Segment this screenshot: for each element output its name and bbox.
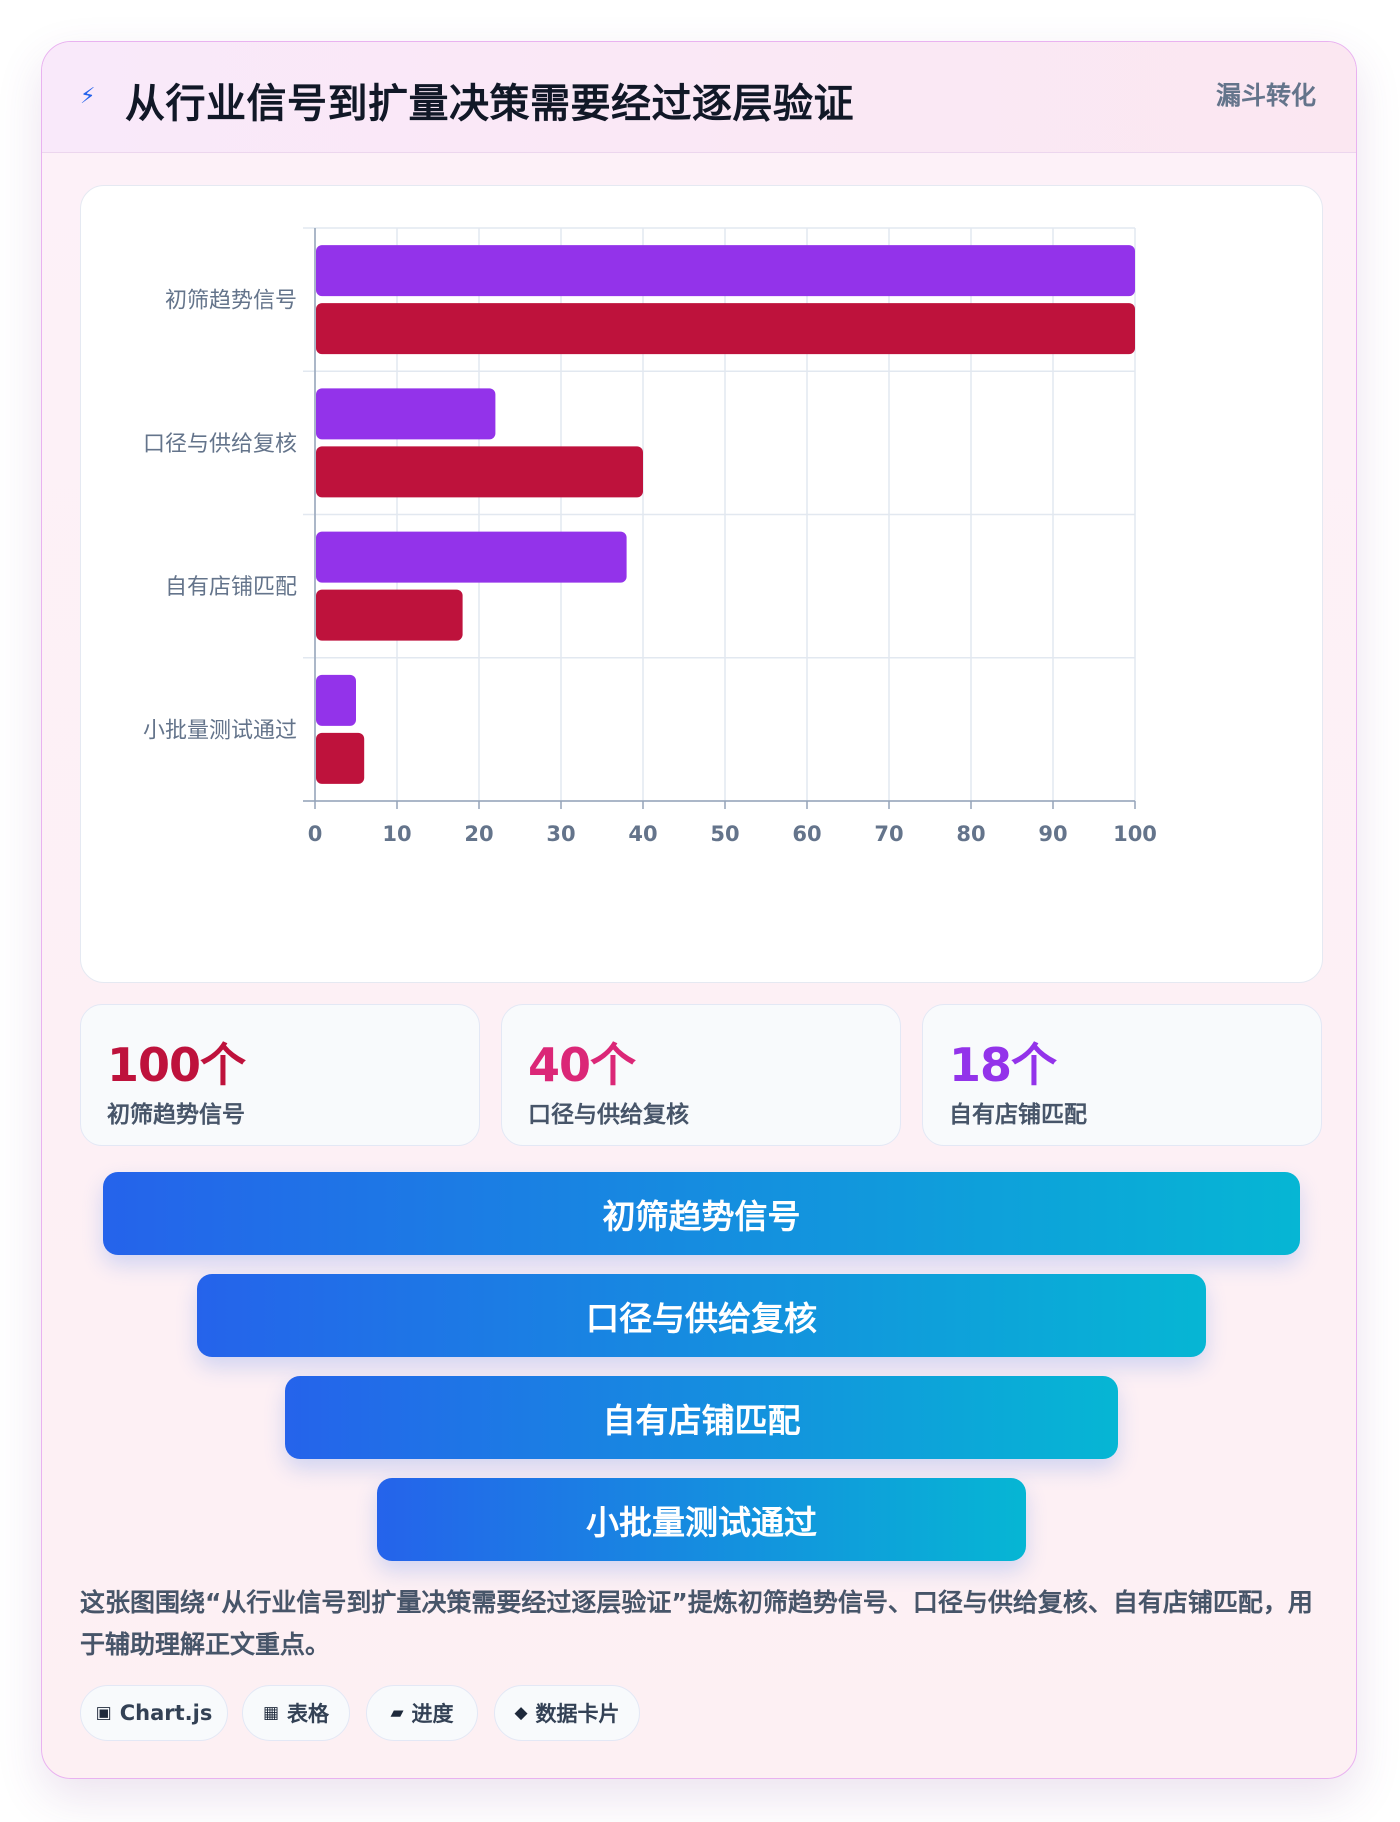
- chart-card: ⚡ 从行业信号到扩量决策需要经过逐层验证 漏斗转化 初筛趋势信号 口径与供给复核自…: [41, 41, 1357, 1779]
- bar-1-2: [316, 388, 496, 440]
- table-grid-icon: ▦: [262, 1703, 280, 1723]
- y-tick-label: 自有店铺匹配: [165, 575, 297, 600]
- bar-1-3: [316, 531, 627, 583]
- chip-square-icon: ▣: [95, 1703, 112, 1723]
- stat-value: 100个: [107, 1038, 246, 1092]
- y-tick-label: 初筛趋势信号: [165, 289, 297, 314]
- card-title: 从行业信号到扩量决策需要经过逐层验证: [125, 81, 854, 127]
- x-tick-label: 70: [874, 822, 903, 846]
- x-tick-label: 100: [1113, 822, 1157, 846]
- x-tick-label: 80: [956, 822, 985, 846]
- funnel-step-3: 自有店铺匹配: [285, 1376, 1118, 1459]
- y-tick-label: 口径与供给复核: [143, 432, 297, 457]
- x-tick-label: 30: [546, 822, 575, 846]
- y-tick-label: 小批量测试通过: [143, 718, 297, 743]
- bolt-icon: ⚡: [80, 84, 96, 109]
- bar-2-1: [316, 303, 1135, 355]
- stat-value: 18个: [949, 1038, 1057, 1092]
- x-tick-label: 10: [382, 822, 411, 846]
- funnel-step-4: 小批量测试通过: [377, 1478, 1026, 1561]
- funnel-step-1: 初筛趋势信号: [103, 1172, 1300, 1255]
- stat-card-1: 100个 初筛趋势信号: [80, 1004, 480, 1146]
- funnel-step-2: 口径与供给复核: [197, 1274, 1206, 1357]
- chip-label: Chart.js: [119, 1701, 213, 1725]
- stat-card-2: 40个 口径与供给复核: [501, 1004, 901, 1146]
- chip-label: 表格: [287, 1702, 330, 1726]
- diamond-icon: ◆: [514, 1703, 528, 1723]
- progress-bar-icon: ▰: [390, 1703, 404, 1723]
- summary-text: 这张图围绕“从行业信号到扩量决策需要经过逐层验证”提炼初筛趋势信号、口径与供给复…: [80, 1588, 1313, 1659]
- bar-1-1: [316, 245, 1135, 297]
- x-tick-label: 60: [792, 822, 821, 846]
- bar-2-2: [316, 446, 643, 498]
- x-tick-label: 50: [710, 822, 739, 846]
- chip-label: 进度: [411, 1702, 454, 1726]
- stat-label: 自有店铺匹配: [949, 1102, 1087, 1128]
- card-header: ⚡ 从行业信号到扩量决策需要经过逐层验证 漏斗转化: [42, 42, 1356, 153]
- stat-card-3: 18个 自有店铺匹配: [922, 1004, 1322, 1146]
- bar-1-4: [316, 674, 356, 726]
- chip-data-card[interactable]: ◆ 数据卡片: [494, 1685, 640, 1741]
- x-tick-label: 40: [628, 822, 657, 846]
- x-tick-label: 20: [464, 822, 493, 846]
- x-tick-label: 0: [308, 822, 323, 846]
- bar-2-3: [316, 589, 463, 641]
- chart-panel: 初筛趋势信号口径与供给复核自有店铺匹配小批量测试通过 0 10 20 30 40 50 60 7…: [80, 185, 1323, 983]
- bar-2-4: [316, 732, 365, 784]
- stat-label: 初筛趋势信号: [107, 1102, 245, 1128]
- chip-chartjs[interactable]: ▣ Chart.js: [80, 1685, 228, 1741]
- chip-table[interactable]: ▦ 表格: [242, 1685, 350, 1741]
- x-tick-label: 90: [1038, 822, 1067, 846]
- header-tag: 漏斗转化: [1215, 81, 1316, 110]
- chip-progress[interactable]: ▰ 进度: [366, 1685, 478, 1741]
- chip-label: 数据卡片: [535, 1702, 620, 1726]
- stat-value: 40个: [528, 1038, 636, 1092]
- stat-label: 口径与供给复核: [528, 1102, 689, 1128]
